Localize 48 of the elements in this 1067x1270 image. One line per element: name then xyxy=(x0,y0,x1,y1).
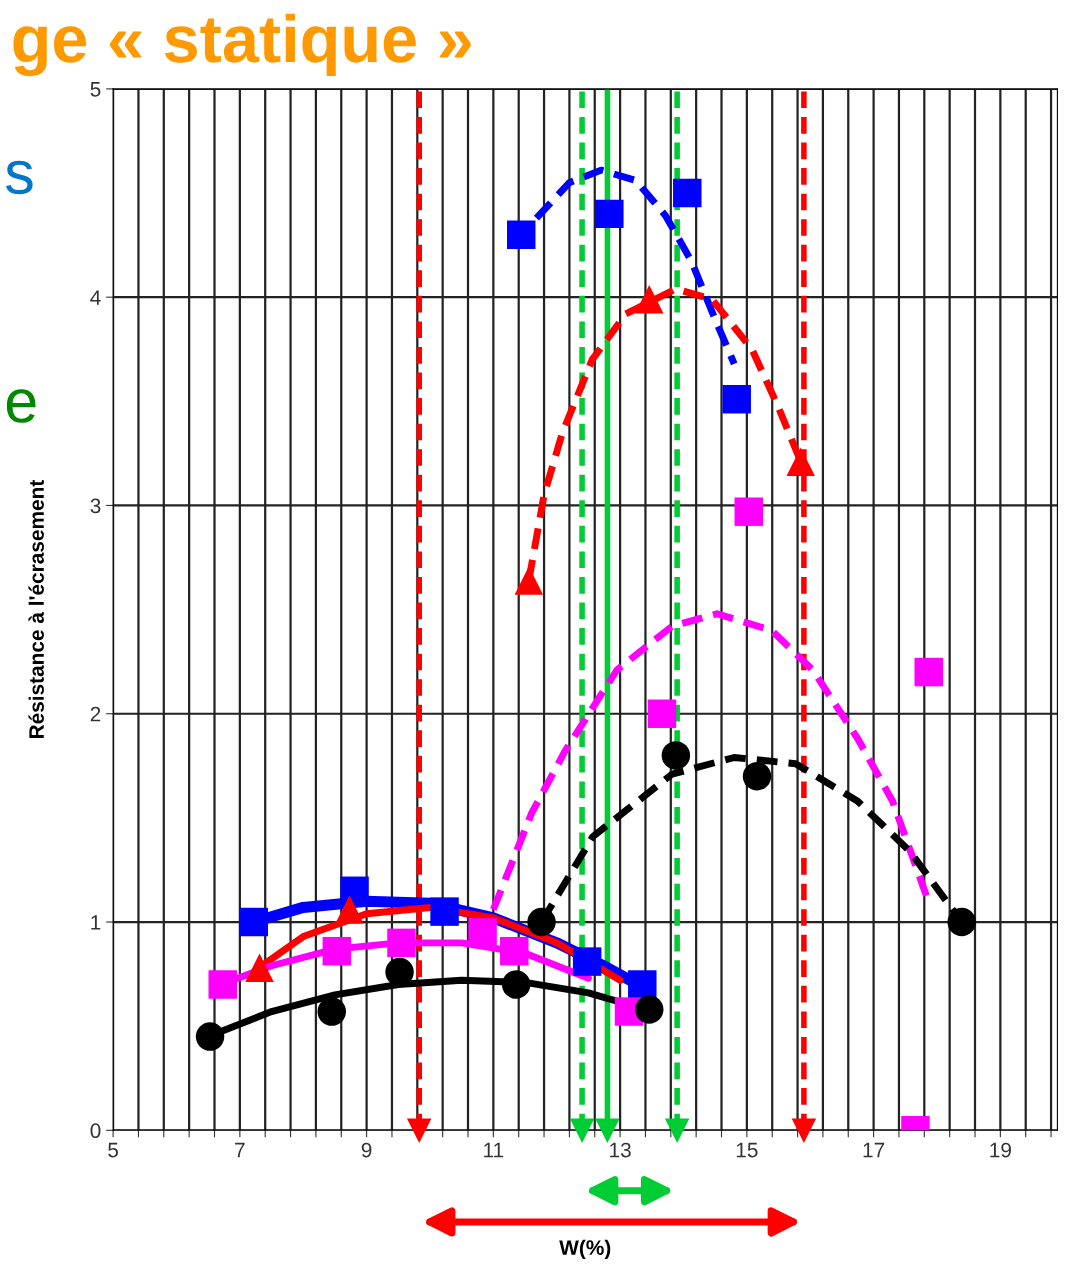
point xyxy=(195,1022,225,1051)
point xyxy=(734,497,763,526)
point xyxy=(245,953,274,983)
text: e xyxy=(6,389,36,423)
point xyxy=(661,741,691,770)
point xyxy=(628,970,657,999)
point xyxy=(208,970,237,999)
point xyxy=(635,285,664,314)
point xyxy=(507,220,536,249)
x-tick-label: 19 xyxy=(990,1142,1011,1158)
y-tick-label: 5 xyxy=(90,82,101,97)
point xyxy=(595,199,624,229)
point xyxy=(647,699,677,728)
point xyxy=(335,895,364,924)
y-tick-label: 1 xyxy=(91,915,101,930)
x-tick-label: 13 xyxy=(610,1142,631,1158)
point xyxy=(501,970,531,999)
point xyxy=(468,918,497,947)
x-tick-label: 17 xyxy=(863,1142,885,1158)
point xyxy=(430,897,459,926)
x-tick-label: 9 xyxy=(361,1142,372,1158)
point xyxy=(722,385,751,414)
point xyxy=(239,907,269,937)
point xyxy=(673,178,702,208)
point xyxy=(527,907,556,937)
x-tick-label: 7 xyxy=(235,1142,245,1158)
x-tick-label: 15 xyxy=(736,1142,758,1158)
point xyxy=(572,947,602,976)
point xyxy=(947,907,976,937)
chart-title: ge « statique » xyxy=(13,13,471,77)
y-tick-label: 2 xyxy=(90,706,101,722)
text: s xyxy=(5,160,33,195)
x-tick-label: 11 xyxy=(484,1142,504,1158)
point xyxy=(322,936,352,966)
point xyxy=(387,928,416,958)
point xyxy=(317,997,346,1026)
y-tick-label: 0 xyxy=(90,1123,101,1139)
point xyxy=(500,936,529,966)
point xyxy=(786,447,815,476)
point xyxy=(514,566,544,595)
y-axis-title: Résistance à l'écrasement xyxy=(28,479,44,739)
point xyxy=(635,995,664,1024)
point xyxy=(742,761,772,791)
x-tick-label: 5 xyxy=(108,1142,119,1158)
x-axis-title: W(%) xyxy=(559,1239,611,1260)
y-tick-label: 3 xyxy=(90,498,101,514)
y-tick-label: 4 xyxy=(90,290,101,305)
point xyxy=(914,657,943,687)
